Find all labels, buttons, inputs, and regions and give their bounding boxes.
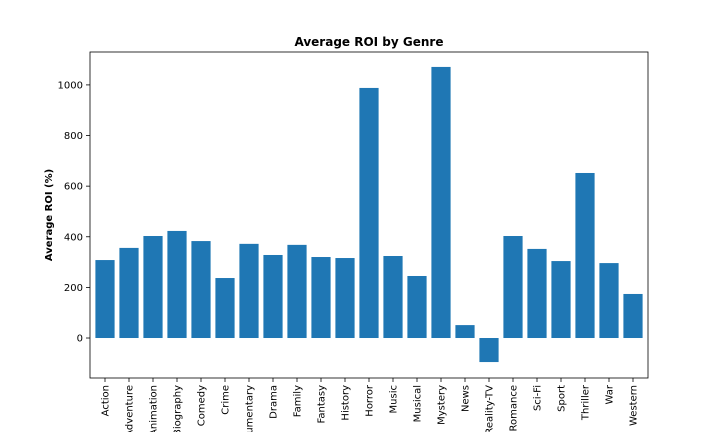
bar bbox=[383, 256, 403, 339]
bar bbox=[551, 261, 571, 339]
bar bbox=[575, 172, 595, 339]
x-tick-label: Drama bbox=[269, 385, 280, 419]
x-tick-label: Romance bbox=[509, 385, 520, 431]
x-tick-label: Music bbox=[389, 385, 400, 413]
x-tick-label: Mystery bbox=[437, 385, 448, 425]
bar bbox=[287, 244, 307, 339]
bar bbox=[239, 243, 259, 339]
x-tick-label: News bbox=[461, 385, 472, 412]
x-tick-label: Animation bbox=[149, 385, 160, 432]
bar bbox=[479, 338, 499, 363]
bar bbox=[359, 87, 379, 339]
bar bbox=[527, 248, 547, 339]
bar bbox=[263, 254, 283, 339]
bar bbox=[335, 258, 355, 339]
x-tick-label: Comedy bbox=[197, 385, 208, 426]
bar bbox=[407, 275, 427, 339]
y-tick-label: 1000 bbox=[58, 80, 83, 91]
x-tick-label: History bbox=[341, 385, 352, 421]
x-tick-label: Musical bbox=[413, 385, 424, 422]
bar bbox=[95, 260, 115, 339]
x-tick-label: Western bbox=[629, 385, 640, 426]
y-tick-label: 200 bbox=[64, 283, 83, 294]
y-axis-label: Average ROI (%) bbox=[44, 169, 55, 261]
y-tick-label: 600 bbox=[64, 182, 83, 193]
bar bbox=[623, 293, 643, 339]
y-tick-label: 800 bbox=[64, 131, 83, 142]
y-tick-label: 0 bbox=[77, 334, 83, 345]
bar bbox=[191, 241, 211, 339]
bar bbox=[143, 236, 163, 339]
x-tick-label: Horror bbox=[365, 384, 376, 417]
x-tick-label: Biography bbox=[173, 385, 184, 432]
bar bbox=[167, 230, 187, 339]
bar bbox=[503, 236, 523, 339]
x-tick-label: Family bbox=[293, 385, 304, 417]
bar bbox=[455, 325, 475, 339]
bar bbox=[311, 257, 331, 339]
x-tick-label: Sport bbox=[557, 385, 568, 412]
x-tick-label: Action bbox=[101, 385, 112, 416]
bar bbox=[431, 66, 451, 339]
chart-title: Average ROI by Genre bbox=[294, 35, 443, 49]
plot-frame bbox=[89, 51, 649, 379]
x-tick-label: War bbox=[605, 384, 616, 404]
bar bbox=[215, 278, 235, 339]
x-tick-label: Reality-TV bbox=[485, 385, 496, 432]
x-tick-label: Documentary bbox=[245, 385, 256, 432]
bar bbox=[119, 247, 139, 339]
bar bbox=[599, 263, 619, 339]
x-tick-label: Sci-Fi bbox=[533, 385, 544, 411]
y-tick-label: 400 bbox=[64, 232, 83, 243]
x-tick-label: Adventure bbox=[125, 385, 136, 432]
x-tick-label: Fantasy bbox=[317, 385, 328, 424]
x-tick-label: Crime bbox=[221, 385, 232, 415]
x-tick-label: Thriller bbox=[581, 384, 592, 421]
